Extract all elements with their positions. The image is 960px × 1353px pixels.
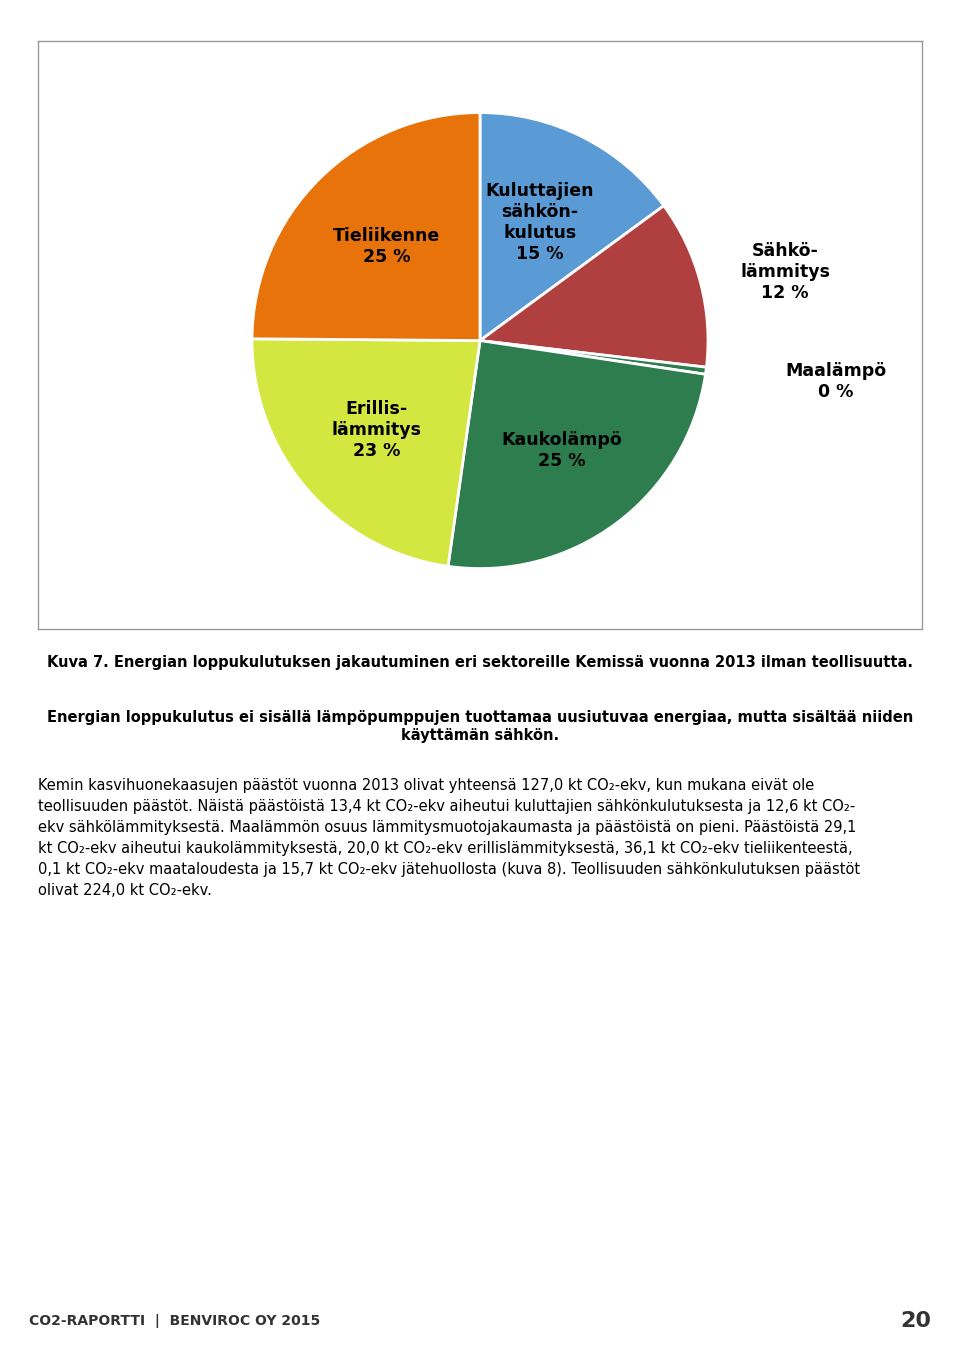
Text: Kuluttajien
sähkön-
kulutus
15 %: Kuluttajien sähkön- kulutus 15 %	[486, 183, 594, 262]
Text: Kemin kasvihuonekaasujen päästöt vuonna 2013 olivat yhteensä 127,0 kt CO₂-ekv, k: Kemin kasvihuonekaasujen päästöt vuonna …	[38, 778, 860, 898]
Text: CO2-RAPORTTI  |  BENVIROC OY 2015: CO2-RAPORTTI | BENVIROC OY 2015	[29, 1314, 320, 1327]
Wedge shape	[480, 112, 663, 341]
Wedge shape	[252, 338, 480, 567]
Text: Kuva 7. Energian loppukulutuksen jakautuminen eri sektoreille Kemissä vuonna 201: Kuva 7. Energian loppukulutuksen jakautu…	[47, 655, 913, 670]
Wedge shape	[480, 206, 708, 367]
Wedge shape	[252, 112, 480, 341]
Text: Energian loppukulutus ei sisällä lämpöpumppujen tuottamaa uusiutuvaa energiaa, m: Energian loppukulutus ei sisällä lämpöpu…	[47, 710, 913, 743]
Text: Sähkö-
lämmitys
12 %: Sähkö- lämmitys 12 %	[740, 242, 830, 302]
Text: Maalämpö
0 %: Maalämpö 0 %	[785, 363, 886, 400]
Text: Erillis-
lämmitys
23 %: Erillis- lämmitys 23 %	[331, 400, 421, 460]
Wedge shape	[480, 341, 707, 375]
Text: 20: 20	[900, 1311, 931, 1330]
Text: Kaukolämpö
25 %: Kaukolämpö 25 %	[501, 430, 622, 469]
Wedge shape	[448, 341, 706, 568]
Text: Tieliikenne
25 %: Tieliikenne 25 %	[333, 227, 441, 267]
